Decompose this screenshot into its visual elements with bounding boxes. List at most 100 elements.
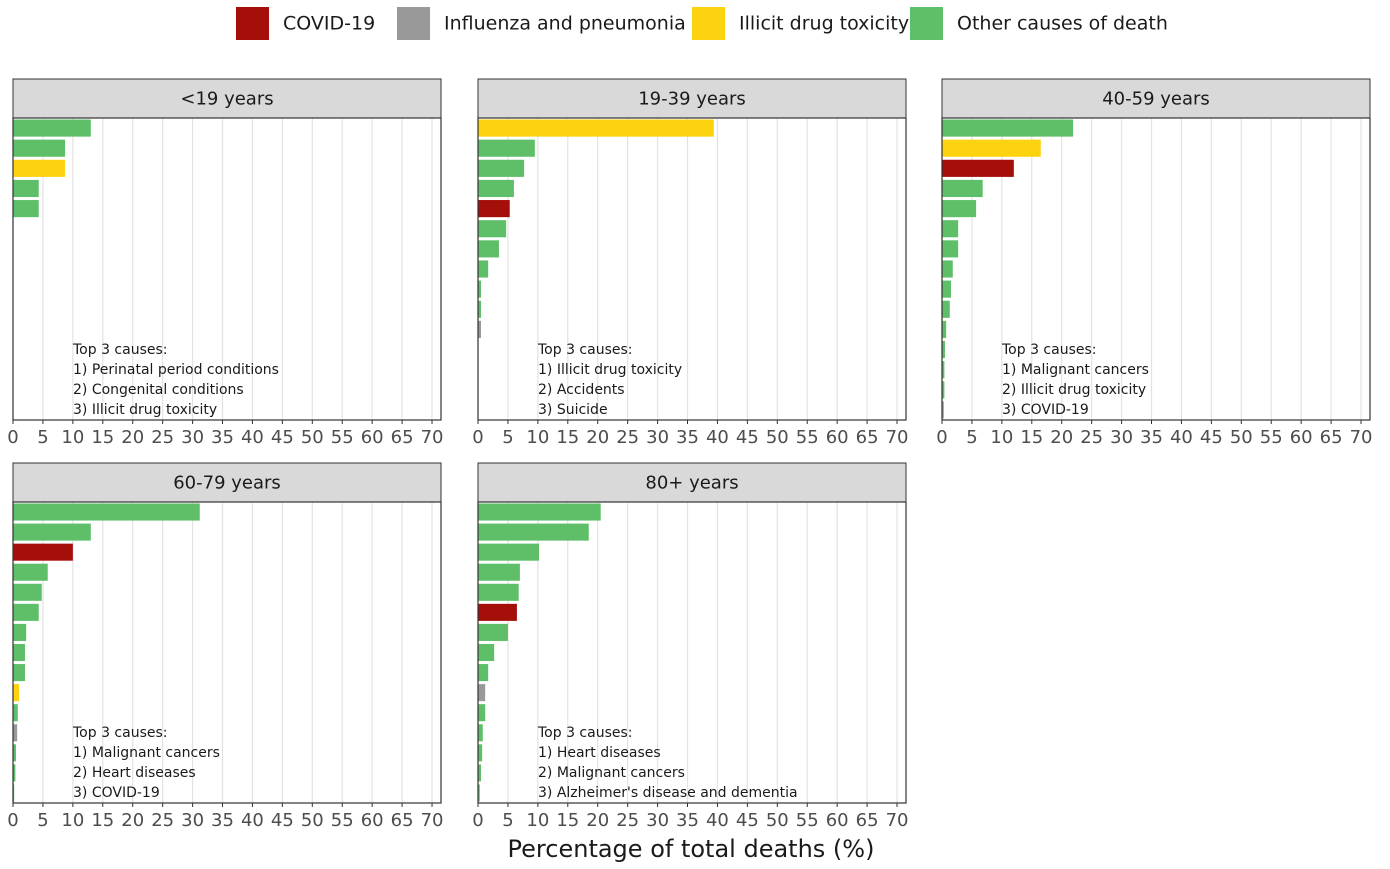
x-tick-label: 45: [736, 810, 759, 831]
bar: [13, 139, 66, 157]
panel-bg: [478, 118, 906, 420]
legend-label: Illicit drug toxicity: [739, 13, 909, 35]
legend-label: Other causes of death: [957, 13, 1168, 35]
bar: [478, 139, 535, 157]
annotation: 2) Congenital conditions: [73, 382, 244, 398]
bar: [478, 159, 525, 177]
panel-border: [477, 117, 907, 421]
bar: [478, 300, 481, 318]
panel-bg: [13, 502, 441, 803]
x-tick-label: 40: [241, 427, 264, 448]
x-tick-label: 35: [676, 810, 699, 831]
panel-title: 60-79 years: [173, 473, 281, 494]
x-tick-label: 40: [706, 427, 729, 448]
x-tick-label: 10: [61, 810, 84, 831]
x-tick-label: 30: [646, 427, 669, 448]
x-tick-label: 40: [706, 810, 729, 831]
bar: [478, 704, 486, 722]
bar: [478, 280, 481, 298]
bar: [478, 744, 483, 762]
x-tick-label: 50: [766, 810, 789, 831]
bar: [478, 563, 520, 581]
annotation: 3) Alzheimer's disease and dementia: [538, 785, 798, 801]
bar: [478, 764, 481, 782]
bar: [478, 200, 510, 218]
x-tick-label: 25: [616, 427, 639, 448]
panel-border: [941, 117, 1371, 421]
bar: [478, 664, 489, 682]
x-tick-label: 0: [7, 427, 18, 448]
x-tick-label: 70: [421, 810, 444, 831]
x-tick-label: 50: [301, 427, 324, 448]
x-tick-label: 30: [1110, 427, 1133, 448]
x-tick-label: 0: [7, 810, 18, 831]
annotation: 1) Malignant cancers: [1002, 362, 1149, 378]
x-tick-label: 55: [796, 810, 819, 831]
annotation: Top 3 causes:: [1001, 342, 1097, 358]
x-axis-label: Percentage of total deaths (%): [508, 835, 875, 863]
bar: [13, 563, 48, 581]
annotation: Top 3 causes:: [72, 342, 168, 358]
panel-border: [12, 117, 442, 421]
annotation: 1) Perinatal period conditions: [73, 362, 279, 378]
x-tick-label: 35: [211, 427, 234, 448]
bar: [478, 503, 601, 521]
bar: [13, 704, 18, 722]
panel-title: <19 years: [180, 89, 273, 110]
bar: [13, 684, 19, 702]
bar: [942, 220, 959, 238]
x-tick-label: 70: [421, 427, 444, 448]
bar: [13, 179, 39, 198]
bar: [942, 320, 947, 338]
annotation: 3) Suicide: [538, 402, 608, 418]
x-tick-label: 5: [502, 810, 513, 831]
x-tick-label: 20: [121, 427, 144, 448]
bar: [478, 583, 519, 601]
annotation: 1) Illicit drug toxicity: [538, 362, 682, 378]
bar: [942, 280, 951, 298]
annotation: 3) COVID-19: [1002, 402, 1089, 418]
x-tick-label: 0: [936, 427, 947, 448]
panel-title: 40-59 years: [1102, 89, 1210, 110]
bar: [478, 220, 507, 238]
bar: [942, 200, 977, 218]
annotation: 2) Illicit drug toxicity: [1002, 382, 1146, 398]
x-tick-label: 20: [1050, 427, 1073, 448]
bar: [478, 603, 517, 621]
x-tick-label: 15: [556, 810, 579, 831]
x-tick-label: 10: [61, 427, 84, 448]
panel-bg: [478, 502, 906, 803]
annotation: Top 3 causes:: [72, 725, 168, 741]
x-tick-label: 45: [736, 427, 759, 448]
annotation: 1) Malignant cancers: [73, 745, 220, 761]
strip: [477, 78, 907, 119]
legend-swatch: [236, 7, 269, 40]
bar: [13, 200, 39, 218]
x-tick-label: 0: [472, 810, 483, 831]
bar: [942, 240, 959, 258]
bar: [942, 300, 950, 318]
bar: [13, 623, 27, 641]
x-tick-label: 15: [556, 427, 579, 448]
x-tick-label: 5: [37, 427, 48, 448]
bar: [942, 401, 944, 419]
x-tick-label: 0: [472, 427, 483, 448]
x-tick-label: 25: [616, 810, 639, 831]
annotation: Top 3 causes:: [537, 342, 633, 358]
bar: [13, 503, 200, 521]
bar: [13, 159, 66, 177]
x-tick-label: 40: [1170, 427, 1193, 448]
annotation: 2) Malignant cancers: [538, 765, 685, 781]
bar: [13, 664, 25, 682]
x-tick-label: 65: [391, 427, 414, 448]
x-tick-label: 55: [331, 810, 354, 831]
panel-title: 80+ years: [645, 473, 738, 494]
x-tick-label: 45: [271, 810, 294, 831]
x-tick-label: 60: [361, 810, 384, 831]
bar: [942, 260, 953, 278]
x-tick-label: 25: [151, 810, 174, 831]
annotation: 3) COVID-19: [73, 785, 160, 801]
x-tick-label: 55: [331, 427, 354, 448]
x-tick-label: 70: [1350, 427, 1373, 448]
